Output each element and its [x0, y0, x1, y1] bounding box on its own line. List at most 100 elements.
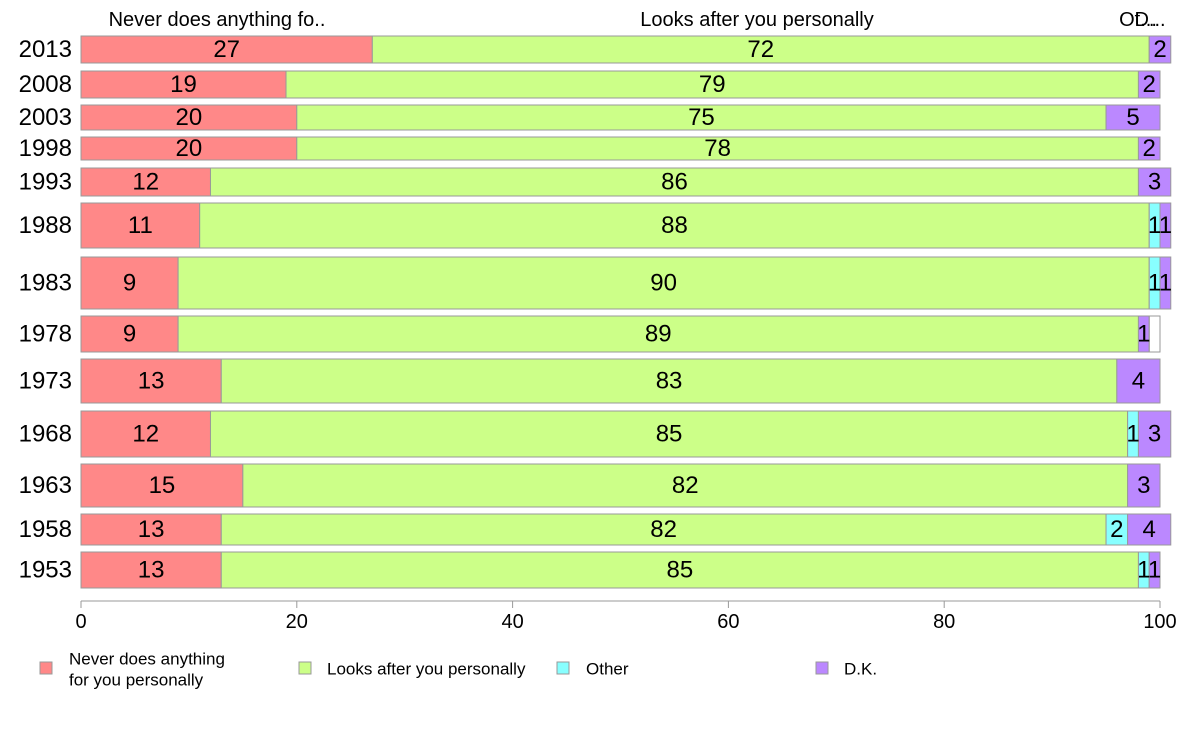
column-header-1: Looks after you personally — [640, 9, 873, 31]
bar-segment-1953-0 — [80, 551, 222, 589]
bar-segment-1958-0 — [80, 513, 222, 546]
bar-segment-1963-3 — [1127, 463, 1161, 508]
data-label-1973-1: 83 — [656, 368, 683, 395]
year-label-1983: 1983 — [19, 270, 72, 297]
data-label-2003-1: 75 — [688, 104, 715, 131]
bars-layer — [80, 35, 1172, 589]
legend-swatch-2 — [556, 661, 570, 675]
year-label-1988: 1988 — [19, 212, 72, 239]
data-label-1978-0: 9 — [123, 321, 136, 348]
data-label-1988-3: 1 — [1159, 212, 1172, 239]
year-label-1963: 1963 — [19, 472, 72, 499]
data-label-2008-1: 79 — [699, 71, 726, 98]
bar-segment-1983-0 — [80, 256, 179, 310]
bar-segment-1993-3 — [1137, 167, 1172, 197]
bar-segment-1963-0 — [80, 463, 244, 508]
data-label-2008-3: 2 — [1143, 71, 1156, 98]
year-label-2003: 2003 — [19, 104, 72, 131]
data-label-1958-1: 82 — [650, 516, 677, 543]
bar-segment-1968-1 — [209, 410, 1129, 458]
legend-label-4: D.K. — [844, 660, 877, 679]
bar-segment-2003-3 — [1105, 104, 1161, 131]
bar-segment-1953-1 — [220, 551, 1139, 589]
data-label-1953-3: 1 — [1148, 557, 1161, 584]
data-label-1988-1: 88 — [661, 212, 688, 239]
data-label-1953-2: 1 — [1137, 557, 1150, 584]
data-label-2008-0: 19 — [170, 71, 197, 98]
bar-segment-1998-3 — [1137, 136, 1161, 161]
data-label-1968-2: 1 — [1126, 421, 1139, 448]
data-label-1983-3: 1 — [1159, 270, 1172, 297]
bar-segment-1978-1 — [177, 315, 1139, 353]
bar-segment-2008-0 — [80, 70, 287, 99]
bar-remainder-1978 — [1148, 315, 1161, 353]
legend-swatch-0 — [39, 661, 53, 675]
x-tick-label-40: 40 — [501, 611, 523, 633]
bar-segment-2013-1 — [371, 35, 1150, 64]
data-label-2013-3: 2 — [1153, 36, 1166, 63]
legend-swatch-3 — [815, 661, 829, 675]
data-label-1958-3: 4 — [1143, 516, 1156, 543]
bar-segment-2008-3 — [1137, 70, 1161, 99]
data-label-1973-0: 13 — [138, 368, 165, 395]
year-label-1968: 1968 — [19, 421, 72, 448]
x-axis: 0 20 40 60 80 100 — [75, 600, 1177, 633]
data-label-2013-0: 27 — [213, 36, 240, 63]
bar-segment-2008-1 — [285, 70, 1139, 99]
bar-segment-1988-1 — [199, 202, 1150, 249]
year-label-2008: 2008 — [19, 71, 72, 98]
data-label-1998-1: 78 — [704, 135, 731, 162]
data-label-1968-0: 12 — [132, 421, 159, 448]
bar-segment-2003-0 — [80, 104, 298, 131]
bar-segment-1973-3 — [1116, 358, 1161, 404]
data-label-1968-1: 85 — [656, 421, 683, 448]
year-label-1958: 1958 — [19, 516, 72, 543]
data-label-1998-0: 20 — [176, 135, 203, 162]
data-label-2013-1: 72 — [747, 36, 774, 63]
bar-segment-1983-1 — [177, 256, 1150, 310]
bar-segment-1958-1 — [220, 513, 1107, 546]
year-label-1993: 1993 — [19, 169, 72, 196]
legend-swatch-1 — [298, 661, 312, 675]
x-tick-label-60: 60 — [717, 611, 739, 633]
legend-label-3: Other — [586, 660, 629, 679]
legend-label-0: Never does anything — [69, 650, 225, 669]
bar-segment-2013-0 — [80, 35, 373, 64]
x-tick-label-20: 20 — [286, 611, 308, 633]
column-header-3: D... — [1134, 9, 1165, 31]
bar-segment-1963-1 — [242, 463, 1129, 508]
legend: Never does anything for you personally Loo… — [39, 650, 877, 690]
bar-segment-1973-0 — [80, 358, 222, 404]
year-label-1978: 1978 — [19, 321, 72, 348]
data-label-1978-1: 89 — [645, 321, 672, 348]
x-tick-label-100: 100 — [1143, 611, 1176, 633]
data-label-1963-1: 82 — [672, 472, 699, 499]
data-label-1988-0: 11 — [128, 212, 153, 239]
data-label-1998-3: 2 — [1143, 135, 1156, 162]
data-label-1983-0: 9 — [123, 270, 136, 297]
bar-segment-1953-3 — [1148, 551, 1161, 589]
year-label-2013: 2013 — [19, 36, 72, 63]
data-label-1983-2: 1 — [1148, 270, 1161, 297]
bar-segment-1993-0 — [80, 167, 211, 197]
bar-segment-2003-1 — [296, 104, 1107, 131]
bar-segment-1958-3 — [1127, 513, 1172, 546]
bar-segment-1968-0 — [80, 410, 211, 458]
data-label-1963-0: 15 — [149, 472, 176, 499]
data-label-1963-3: 3 — [1137, 472, 1150, 499]
bar-segment-1968-3 — [1137, 410, 1172, 458]
data-label-1958-2: 2 — [1110, 516, 1123, 543]
legend-label-2: Looks after you personally — [327, 660, 526, 679]
legend-label-1: for you personally — [69, 671, 204, 690]
bar-segment-1983-3 — [1159, 256, 1172, 310]
bar-segment-2013-3 — [1148, 35, 1172, 64]
data-label-1988-2: 1 — [1148, 212, 1161, 239]
year-label-1998: 1998 — [19, 135, 72, 162]
x-tick-label-0: 0 — [75, 611, 86, 633]
column-header-2: Ot... — [1119, 9, 1157, 31]
data-label-2003-0: 20 — [176, 104, 203, 131]
data-label-1993-3: 3 — [1148, 169, 1161, 196]
